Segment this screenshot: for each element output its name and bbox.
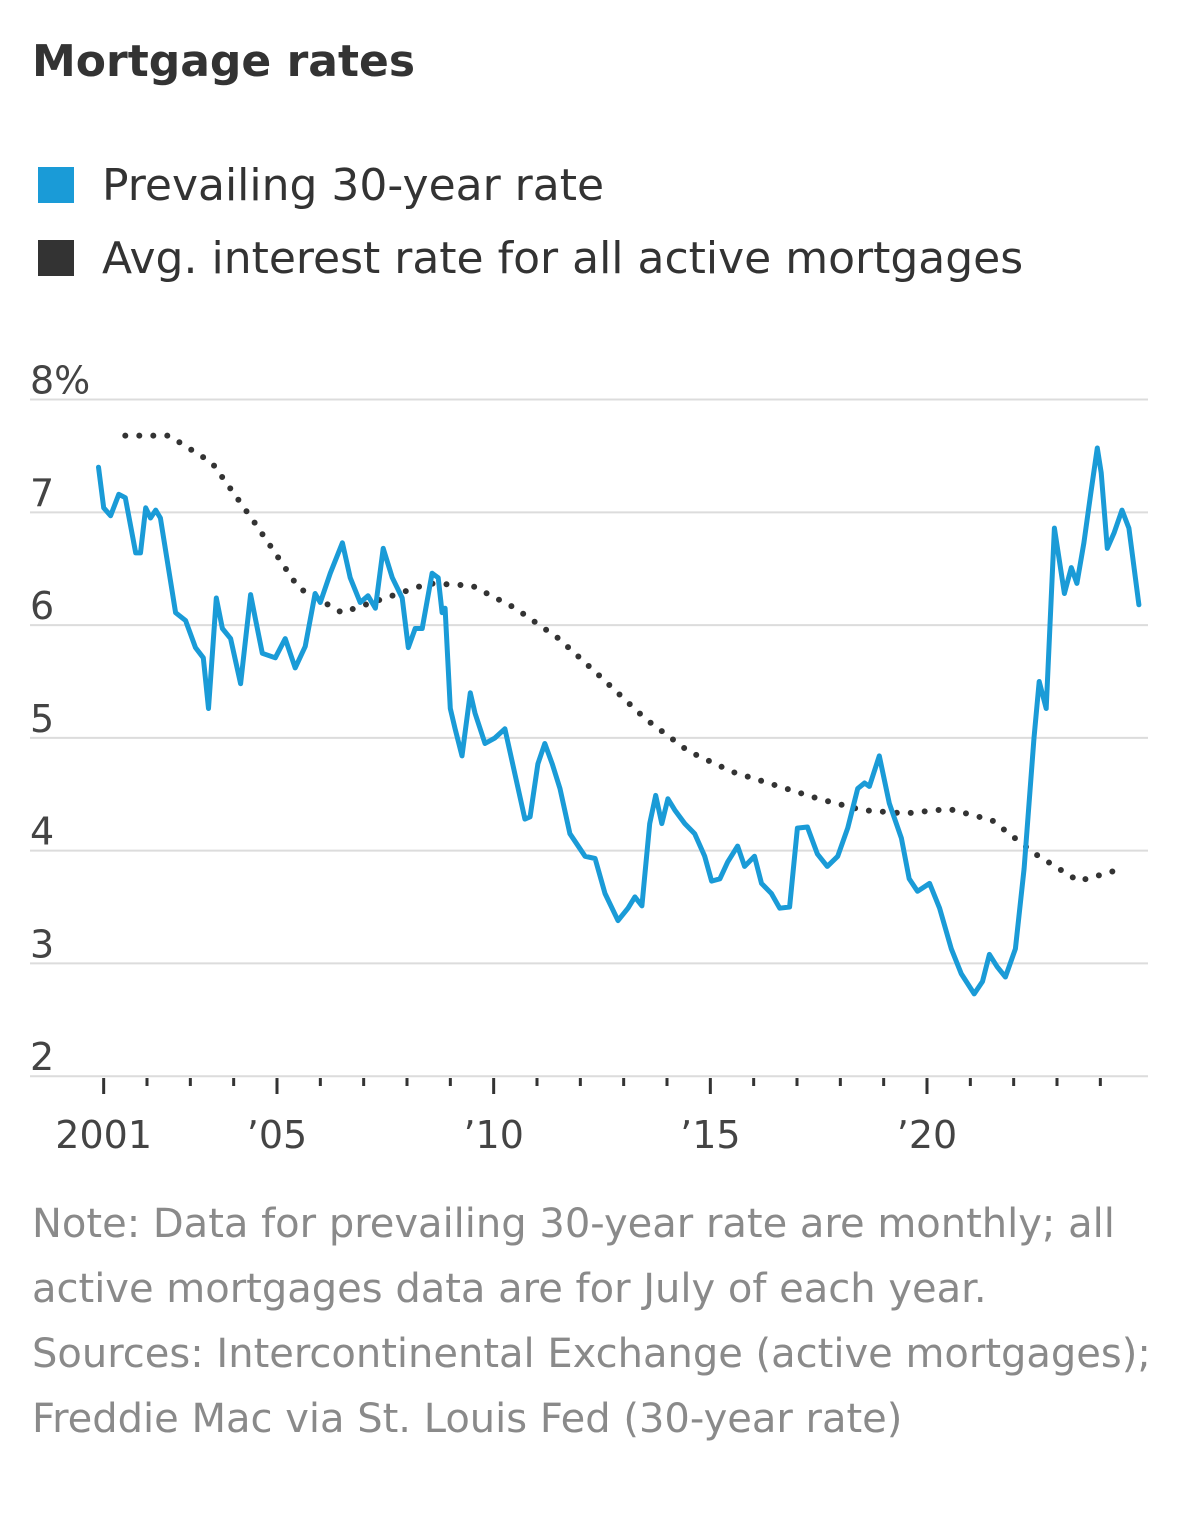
legend-label: Prevailing 30-year rate	[102, 160, 604, 211]
legend-label: Avg. interest rate for all active mortga…	[102, 233, 1023, 284]
x-tick-label: ’20	[897, 1113, 957, 1157]
legend-swatch	[38, 240, 74, 276]
x-tick-label: 2001	[55, 1113, 152, 1157]
legend-swatch	[38, 167, 74, 203]
x-tick-label: ’10	[463, 1113, 523, 1157]
y-tick-label: 8%	[30, 359, 90, 403]
note: Note: Data for prevailing 30-year rate a…	[32, 1201, 1115, 1312]
y-tick-label: 4	[30, 810, 54, 854]
x-tick-label: ’05	[247, 1113, 307, 1157]
y-tick-label: 7	[30, 471, 54, 515]
chart: Mortgage rates Prevailing 30-year rate Av…	[30, 36, 1148, 1157]
y-tick-label: 3	[30, 922, 54, 966]
notes: Note: Data for prevailing 30-year rate a…	[32, 1192, 1152, 1452]
y-tick-label: 5	[30, 697, 54, 741]
chart-title: Mortgage rates	[32, 36, 415, 87]
x-tick-label: ’15	[680, 1113, 740, 1157]
source: Sources: Intercontinental Exchange (acti…	[32, 1331, 1151, 1442]
series-line	[96, 445, 1142, 997]
y-tick-label: 6	[30, 584, 54, 628]
y-tick-label: 2	[30, 1035, 54, 1079]
